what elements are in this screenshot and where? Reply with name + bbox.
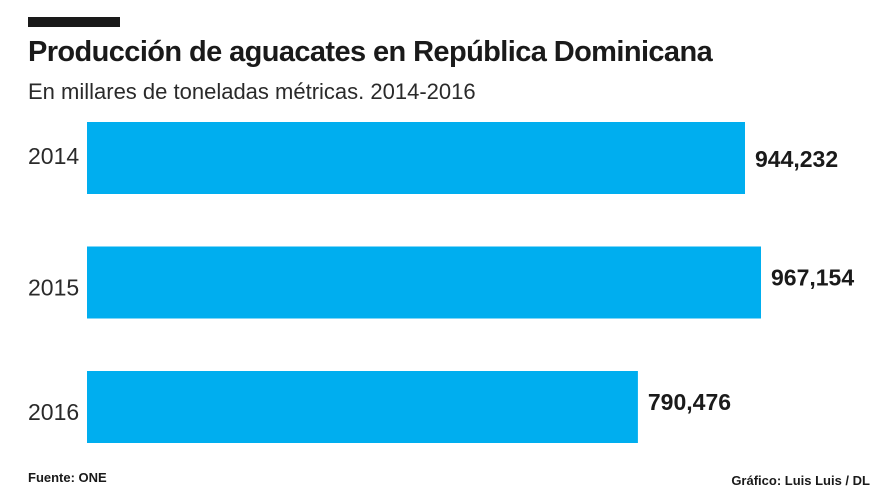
bar-2014 xyxy=(87,122,745,194)
category-label-2015: 2015 xyxy=(28,275,79,301)
bar-2015 xyxy=(87,246,761,319)
chart-subtitle: En millares de toneladas métricas. 2014-… xyxy=(28,79,476,104)
credit-note: Gráfico: Luis Luis / DL xyxy=(731,473,870,488)
category-label-2016: 2016 xyxy=(28,399,79,425)
bar-2016 xyxy=(87,371,638,443)
category-label-2014: 2014 xyxy=(28,143,79,169)
source-note: Fuente: ONE xyxy=(28,470,107,485)
chart-title: Producción de aguacates en República Dom… xyxy=(28,36,713,68)
value-label-2016: 790,476 xyxy=(648,389,731,415)
value-label-2014: 944,232 xyxy=(755,146,838,172)
value-label-2015: 967,154 xyxy=(771,265,854,291)
top-rule xyxy=(28,17,120,27)
